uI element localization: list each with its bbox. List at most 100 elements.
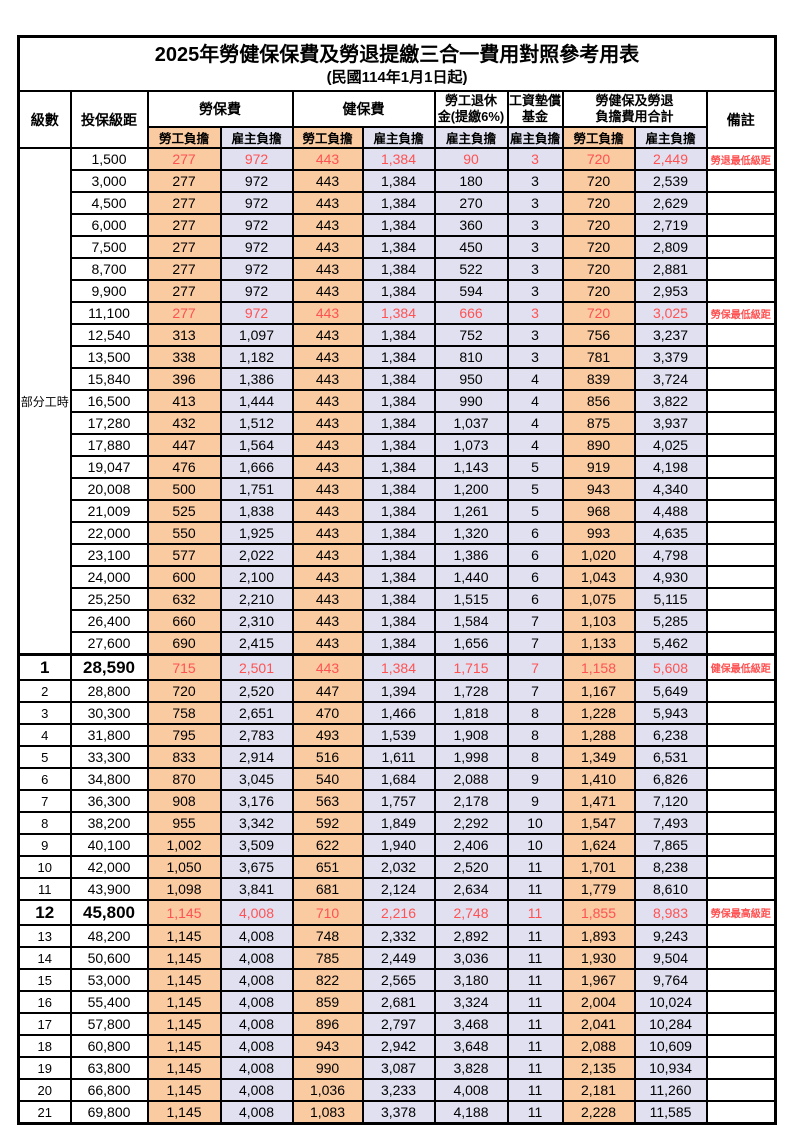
cell-value: 3,822	[633, 389, 708, 413]
cell-value: 4,025	[633, 433, 708, 457]
cell-value: 2,953	[633, 279, 708, 303]
cell-value: 1,384	[361, 653, 436, 681]
cell-value: 1,073	[433, 433, 509, 457]
cell-value: 990	[291, 1056, 364, 1080]
cell-value: 1,083	[291, 1100, 364, 1125]
cell-value: 2,210	[219, 587, 294, 611]
cell-value: 3,087	[361, 1056, 436, 1080]
cell-salary: 26,400	[69, 609, 149, 633]
cell-value: 1,515	[433, 587, 509, 611]
cell-value: 277	[146, 169, 222, 193]
cell-value: 2,634	[433, 877, 509, 901]
cell-value: 3,937	[633, 411, 708, 435]
cell-value: 5,285	[633, 609, 708, 633]
cell-value: 1,228	[561, 701, 636, 725]
cell-value: 2,719	[633, 213, 708, 237]
cell-value: 2,135	[561, 1056, 636, 1080]
cell-value: 10	[506, 811, 564, 835]
page-title: 2025年勞健保保費及勞退提繳三合一費用對照參考用表	[154, 43, 640, 66]
table-row: 17,280 432 1,512 443 1,384 1,037 4 875 3,937	[19, 411, 777, 435]
cell-value: 8,238	[633, 855, 708, 879]
cell-value: 11	[506, 1012, 564, 1036]
cell-salary: 40,100	[69, 833, 149, 857]
cell-value: 1,539	[361, 723, 436, 747]
cell-value: 2,022	[219, 543, 294, 567]
cell-value: 943	[291, 1034, 364, 1058]
cell-remark	[705, 701, 777, 725]
cell-salary: 57,800	[69, 1012, 149, 1036]
cell-value: 1,666	[219, 455, 294, 479]
cell-value: 277	[146, 279, 222, 303]
cell-salary: 55,400	[69, 990, 149, 1014]
cell-remark	[705, 745, 777, 769]
cell-remark	[705, 521, 777, 545]
cell-salary: 30,300	[69, 701, 149, 725]
cell-remark	[705, 367, 777, 391]
col-header-level: 級數	[17, 90, 72, 149]
table-row: 17,880 447 1,564 443 1,384 1,073 4 890 4,025	[19, 433, 777, 457]
cell-value: 10,284	[633, 1012, 708, 1036]
cell-value: 1,103	[561, 609, 636, 633]
cell-value: 875	[561, 411, 636, 435]
table-row: 5 33,300 833 2,914 516 1,611 1,998 8 1,349 6,531	[17, 745, 777, 769]
cell-value: 1,471	[561, 789, 636, 813]
cell-value: 1,384	[361, 477, 436, 501]
cell-value: 6	[506, 587, 564, 611]
cell-value: 1,386	[219, 367, 294, 391]
cell-value: 11	[506, 877, 564, 901]
cell-value: 1,098	[146, 877, 222, 901]
cell-level: 16	[17, 990, 72, 1014]
cell-value: 993	[561, 521, 636, 545]
cell-salary: 33,300	[69, 745, 149, 769]
cell-salary: 1,500	[69, 147, 149, 171]
cell-value: 3,045	[219, 767, 294, 791]
cell-value: 720	[146, 679, 222, 703]
cell-value: 3	[506, 169, 564, 193]
table-row: 21 69,800 1,145 4,008 1,083 3,378 4,188 11 2,228…	[17, 1100, 777, 1125]
table-row: 14 50,600 1,145 4,008 785 2,449 3,036 11 1,930 9,…	[17, 946, 777, 970]
cell-value: 908	[146, 789, 222, 813]
cell-value: 10,024	[633, 990, 708, 1014]
table-row: 22,000 550 1,925 443 1,384 1,320 6 993 4,635	[19, 521, 777, 545]
subheader-employer-share: 雇主負擔	[506, 126, 564, 149]
cell-value: 443	[291, 411, 364, 435]
cell-value: 3,176	[219, 789, 294, 813]
cell-remark	[705, 323, 777, 347]
cell-value: 3	[506, 345, 564, 369]
cell-value: 3,509	[219, 833, 294, 857]
cell-value: 1,349	[561, 745, 636, 769]
cell-salary: 9,900	[69, 279, 149, 303]
cell-value: 443	[291, 565, 364, 589]
cell-value: 10	[506, 833, 564, 857]
table-row: 16 55,400 1,145 4,008 859 2,681 3,324 11 2,004 10…	[17, 990, 777, 1014]
cell-value: 443	[291, 235, 364, 259]
cell-remark	[705, 924, 777, 948]
cell-value: 1,288	[561, 723, 636, 747]
cell-salary: 3,000	[69, 169, 149, 193]
table-row: 11 43,900 1,098 3,841 681 2,124 2,634 11 1,779 8,…	[17, 877, 777, 901]
cell-value: 1,384	[361, 147, 436, 171]
cell-value: 1,512	[219, 411, 294, 435]
table-row: 6 34,800 870 3,045 540 1,684 2,088 9 1,410 6,826	[17, 767, 777, 791]
cell-value: 1,394	[361, 679, 436, 703]
cell-salary: 48,200	[69, 924, 149, 948]
cell-value: 715	[146, 653, 222, 681]
cell-value: 4,340	[633, 477, 708, 501]
cell-value: 4,008	[219, 1012, 294, 1036]
table-row: 7 36,300 908 3,176 563 1,757 2,178 9 1,471 7,120	[17, 789, 777, 813]
subheader-row: 勞工負擔 雇主負擔 勞工負擔 雇主負擔 雇主負擔 雇主負擔 勞工負擔 雇主負擔	[19, 126, 776, 149]
cell-value: 1,384	[361, 191, 436, 215]
table-row: 8,700 277 972 443 1,384 522 3 720 2,881	[19, 257, 777, 281]
table-row: 18 60,800 1,145 4,008 943 2,942 3,648 11 2,088 10…	[17, 1034, 777, 1058]
table-row: 7,500 277 972 443 1,384 450 3 720 2,809	[19, 235, 777, 259]
cell-salary: 8,700	[69, 257, 149, 281]
cell-value: 3,378	[361, 1100, 436, 1125]
cell-value: 2,892	[433, 924, 509, 948]
cell-value: 1,145	[146, 1078, 222, 1102]
cell-remark	[705, 1078, 777, 1102]
cell-salary: 53,000	[69, 968, 149, 992]
cell-value: 277	[146, 191, 222, 215]
cell-value: 3,025	[633, 301, 708, 325]
cell-value: 5,462	[633, 631, 708, 656]
cell-value: 7	[506, 609, 564, 633]
